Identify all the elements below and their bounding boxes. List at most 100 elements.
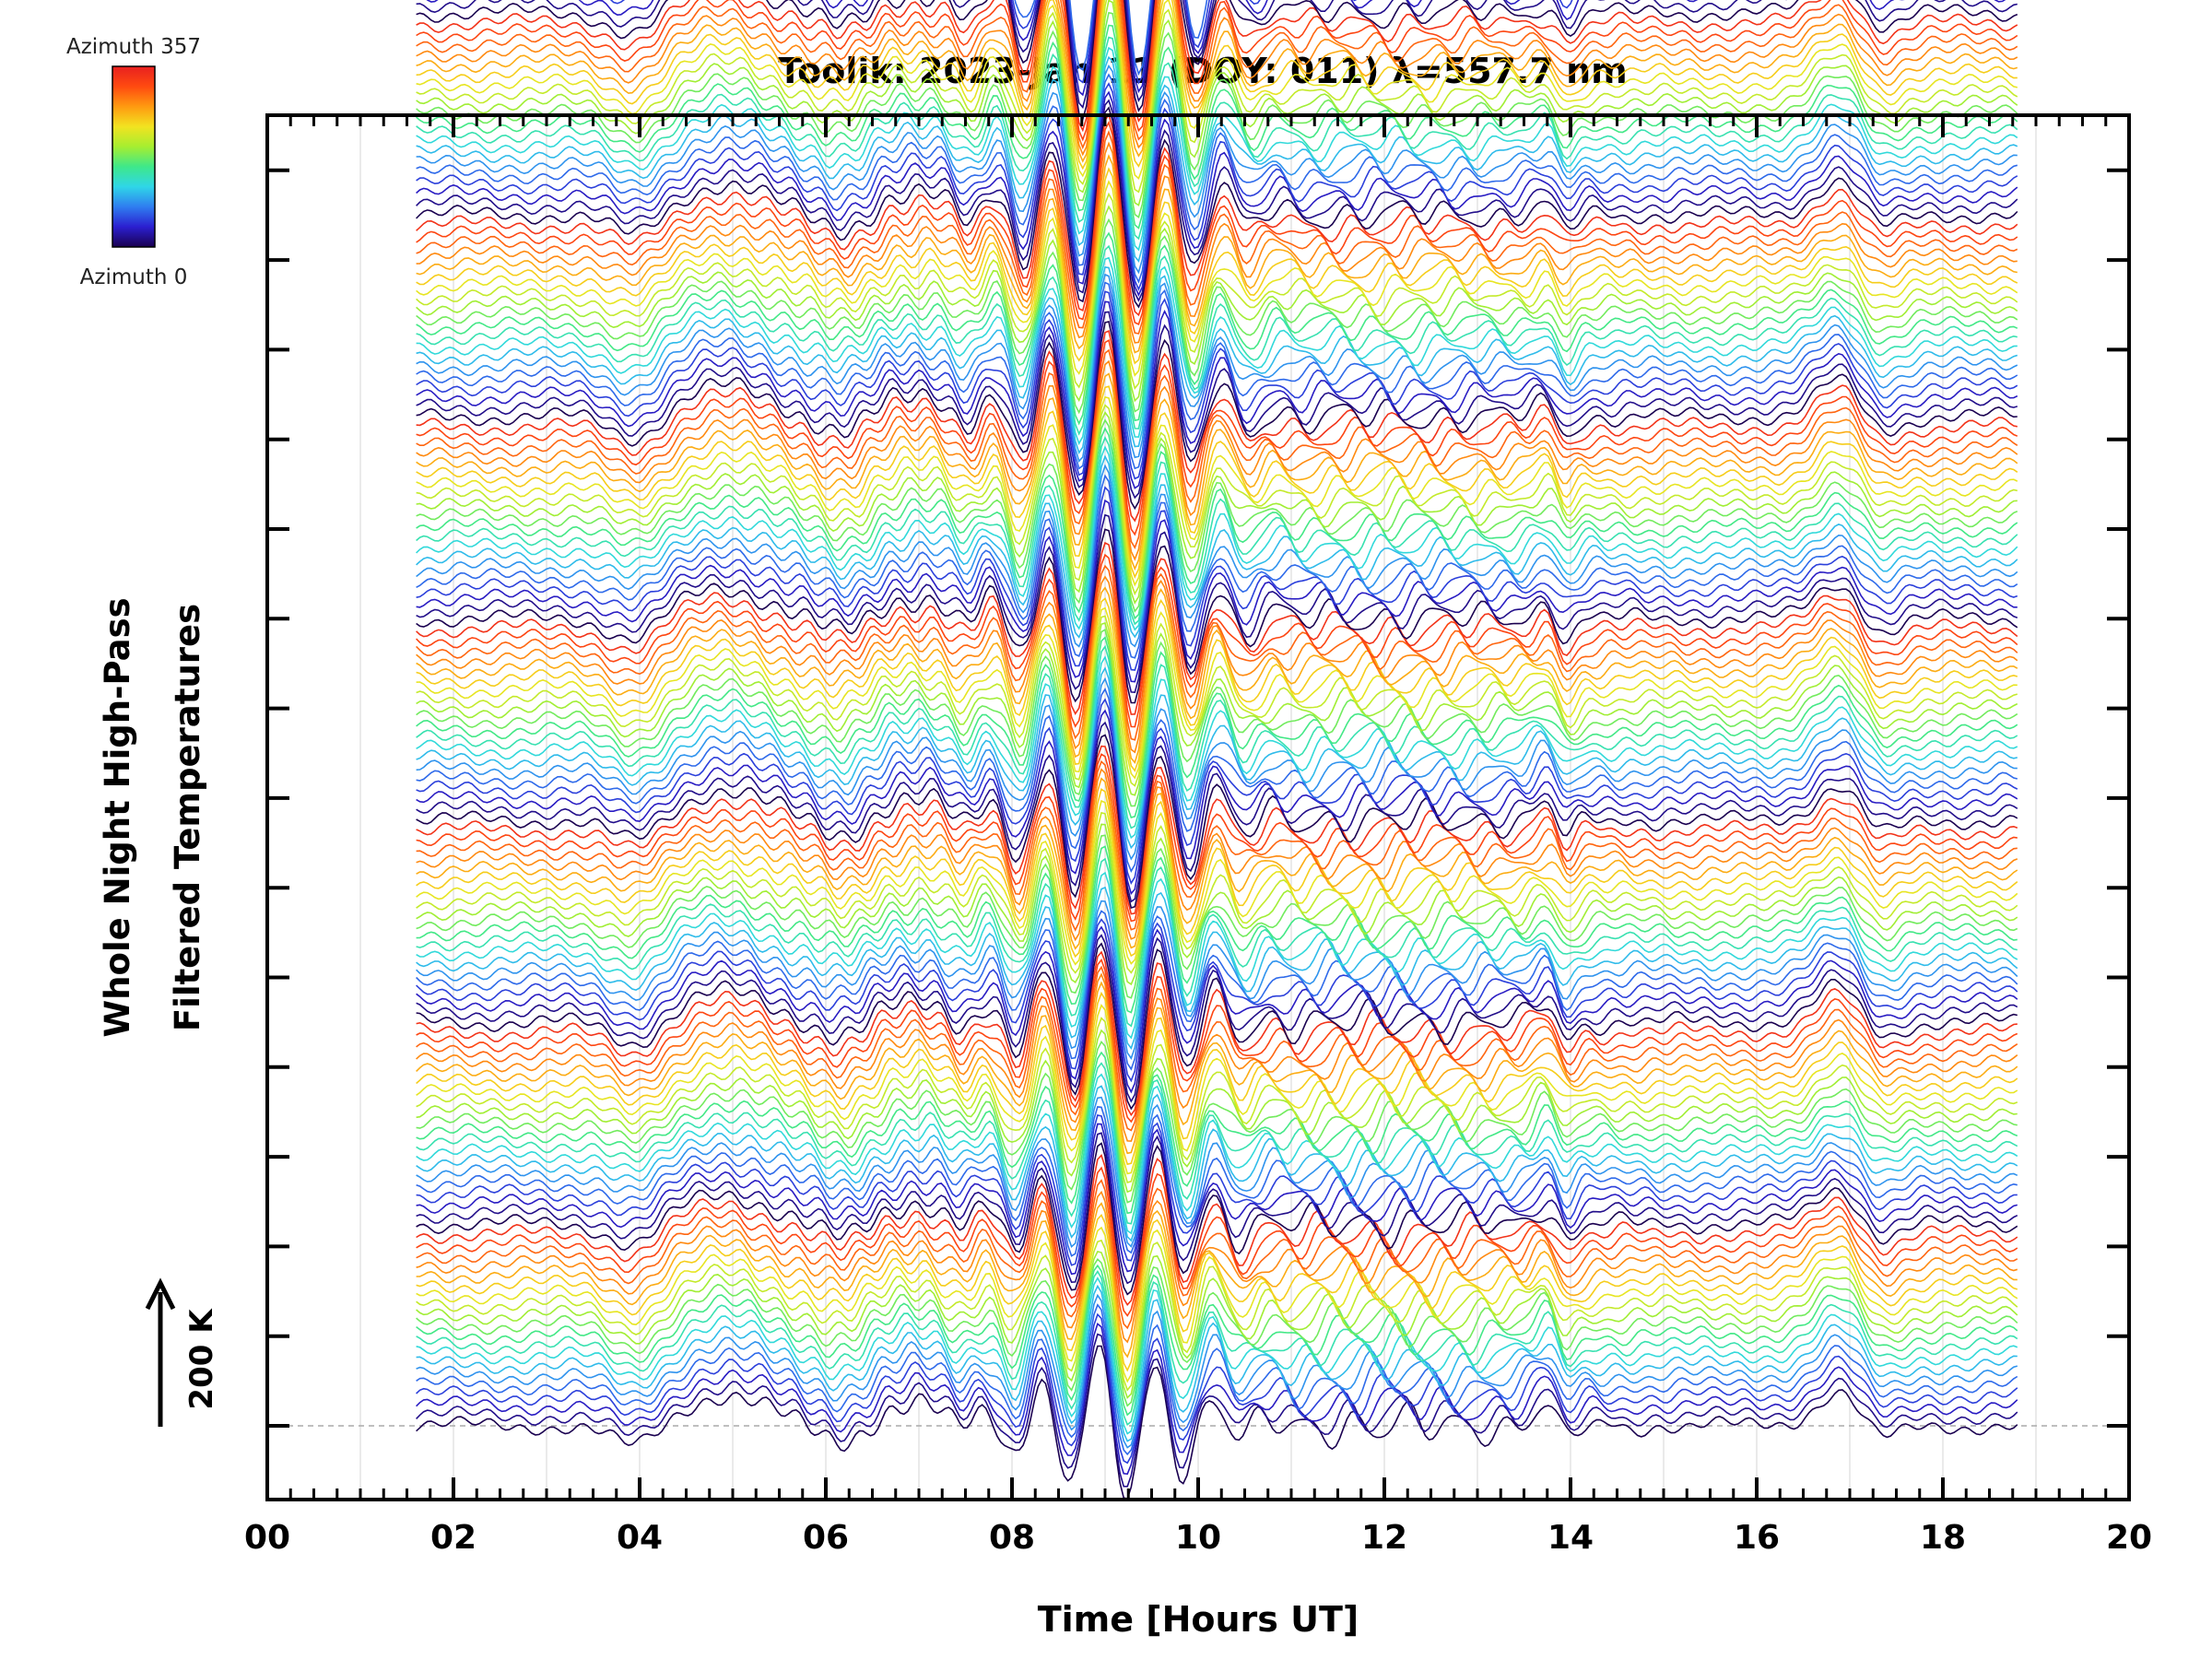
temperature-trace bbox=[416, 0, 2018, 150]
temperature-trace bbox=[416, 1284, 2018, 1442]
temperature-trace bbox=[416, 677, 2018, 861]
temperature-trace bbox=[416, 541, 2018, 716]
temperature-trace bbox=[416, 1085, 2018, 1242]
temperature-trace bbox=[416, 910, 2018, 1071]
temperature-trace bbox=[416, 1250, 2018, 1399]
scale-arrow-head bbox=[145, 1277, 176, 1311]
temperature-trace bbox=[416, 586, 2018, 765]
temperature-trace bbox=[416, 918, 2018, 1083]
temperature-trace bbox=[416, 1264, 2018, 1417]
y-axis-label-line2: Filtered Temperatures bbox=[168, 604, 207, 1031]
temperature-trace bbox=[416, 106, 2018, 309]
temperature-trace bbox=[416, 99, 2018, 302]
temperature-trace bbox=[416, 777, 2018, 950]
temperature-trace bbox=[416, 454, 2018, 639]
temperature-trace bbox=[416, 575, 2018, 754]
temperature-trace bbox=[416, 942, 2018, 1111]
temperature-trace bbox=[416, 1226, 2018, 1383]
temperature-trace bbox=[416, 273, 2018, 463]
temperature-trace bbox=[416, 0, 2018, 163]
temperature-trace bbox=[416, 934, 2018, 1103]
temperature-trace bbox=[416, 1004, 2018, 1175]
temperature-trace bbox=[416, 768, 2018, 942]
temperature-trace bbox=[416, 564, 2018, 741]
temperature-trace bbox=[416, 886, 2018, 1050]
temperature-trace bbox=[416, 1213, 2018, 1372]
temperature-trace bbox=[416, 1142, 2018, 1296]
temperature-trace bbox=[416, 46, 2018, 252]
temperature-trace bbox=[416, 11, 2018, 219]
temperature-trace bbox=[416, 90, 2018, 297]
temperature-trace bbox=[416, 1073, 2018, 1235]
temperature-trace bbox=[416, 154, 2018, 354]
temperature-trace bbox=[416, 404, 2018, 596]
temperature-trace bbox=[416, 180, 2018, 377]
temperature-trace bbox=[416, 300, 2018, 489]
x-tick-label: 16 bbox=[1734, 1519, 1780, 1557]
temperature-trace bbox=[416, 1179, 2018, 1330]
temperature-trace bbox=[416, 73, 2018, 284]
temperature-trace bbox=[416, 244, 2018, 436]
x-tick-label: 20 bbox=[2106, 1519, 2152, 1557]
temperature-trace bbox=[416, 231, 2018, 426]
x-tick-label: 00 bbox=[244, 1519, 290, 1557]
temperature-trace bbox=[416, 120, 2018, 326]
temperature-trace bbox=[416, 205, 2018, 403]
temperature-trace bbox=[416, 753, 2018, 923]
x-tick-label: 18 bbox=[1920, 1519, 1966, 1557]
temperature-trace bbox=[416, 615, 2018, 787]
temperature-trace bbox=[416, 834, 2018, 999]
temperature-trace bbox=[416, 499, 2018, 683]
temperature-trace bbox=[416, 266, 2018, 455]
colorbar-bottom-label: Azimuth 0 bbox=[80, 265, 188, 289]
temperature-trace bbox=[416, 1051, 2018, 1215]
temperature-trace bbox=[416, 698, 2018, 886]
temperature-trace bbox=[416, 0, 2018, 171]
temperature-trace bbox=[416, 427, 2018, 620]
temperature-trace bbox=[416, 372, 2018, 571]
temperature-trace bbox=[416, 0, 2018, 133]
temperature-trace bbox=[416, 64, 2018, 275]
temperature-trace bbox=[416, 24, 2018, 229]
temperature-trace bbox=[416, 636, 2018, 818]
temperature-trace bbox=[416, 857, 2018, 1028]
temperature-trace bbox=[416, 0, 2018, 122]
x-axis-label: Time [Hours UT] bbox=[1038, 1599, 1359, 1640]
axis-ticks bbox=[265, 115, 2131, 1500]
temperature-trace bbox=[416, 1312, 2018, 1465]
temperature-trace bbox=[416, 1323, 2018, 1476]
temperature-trace bbox=[416, 82, 2018, 291]
temperature-trace bbox=[416, 1114, 2018, 1266]
temperature-trace bbox=[416, 435, 2018, 626]
temperature-trace bbox=[416, 445, 2018, 631]
temperature-trace bbox=[416, 553, 2018, 728]
x-tick-labels: 00 02 04 06 08 10 12 14 16 18 20 bbox=[244, 1519, 2152, 1557]
temperature-trace bbox=[416, 871, 2018, 1040]
temperature-trace bbox=[416, 596, 2018, 772]
temperature-trace bbox=[416, 1040, 2018, 1204]
temperature-trace bbox=[416, 290, 2018, 480]
temperature-trace bbox=[416, 981, 2018, 1155]
temperature-trace bbox=[416, 1239, 2018, 1392]
temperature-trace bbox=[416, 36, 2018, 241]
temperature-trace bbox=[416, 218, 2018, 415]
temperature-trace bbox=[416, 486, 2018, 671]
temperature-trace bbox=[416, 192, 2018, 391]
temperature-trace bbox=[416, 811, 2018, 974]
temperature-trace bbox=[416, 1123, 2018, 1276]
temperature-trace bbox=[416, 1106, 2018, 1257]
temperature-trace bbox=[416, 311, 2018, 500]
colorbar-gradient bbox=[112, 65, 156, 248]
x-tick-label: 12 bbox=[1361, 1519, 1407, 1557]
temperature-trace bbox=[416, 1153, 2018, 1307]
temperature-trace bbox=[416, 1029, 2018, 1194]
x-tick-label: 04 bbox=[617, 1519, 663, 1557]
y-axis-label-line1: Whole Night High-Pass bbox=[98, 597, 137, 1037]
temperature-trace bbox=[416, 991, 2018, 1166]
temperature-trace bbox=[416, 464, 2018, 648]
temperature-trace bbox=[416, 130, 2018, 335]
temperature-trace bbox=[416, 0, 2018, 180]
temperature-trace bbox=[416, 734, 2018, 910]
temperature-trace bbox=[416, 759, 2018, 932]
temperature-trace bbox=[416, 1017, 2018, 1183]
